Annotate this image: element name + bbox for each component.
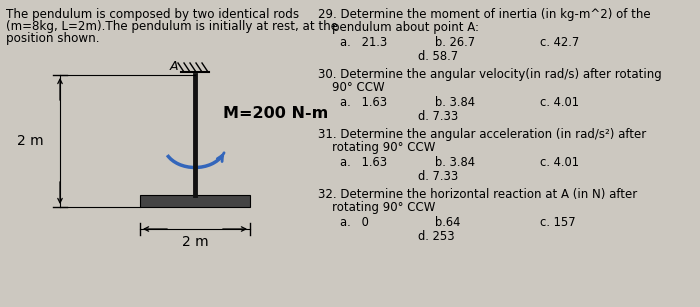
Text: The pendulum is composed by two identical rods: The pendulum is composed by two identica… [6,8,299,21]
Text: c. 42.7: c. 42.7 [540,36,580,49]
Text: 32. Determine the horizontal reaction at A (in N) after: 32. Determine the horizontal reaction at… [318,188,637,201]
Text: a.   0: a. 0 [340,216,369,229]
Text: 31. Determine the angular acceleration (in rad/s²) after: 31. Determine the angular acceleration (… [318,128,646,141]
Text: c. 4.01: c. 4.01 [540,96,579,109]
Text: d. 58.7: d. 58.7 [418,50,458,63]
Text: pendulum about point A:: pendulum about point A: [332,21,479,34]
Text: 30. Determine the angular velocity(in rad/s) after rotating: 30. Determine the angular velocity(in ra… [318,68,662,81]
Text: d. 253: d. 253 [418,230,454,243]
Text: d. 7.33: d. 7.33 [418,110,458,123]
Text: a.   21.3: a. 21.3 [340,36,387,49]
Text: 2 m: 2 m [182,235,209,249]
Text: b. 26.7: b. 26.7 [435,36,475,49]
Text: (m=8kg, L=2m).The pendulum is initially at rest, at the: (m=8kg, L=2m).The pendulum is initially … [6,20,338,33]
Text: rotating 90° CCW: rotating 90° CCW [332,201,435,214]
Text: c. 157: c. 157 [540,216,575,229]
Text: 29. Determine the moment of inertia (in kg-m^2) of the: 29. Determine the moment of inertia (in … [318,8,650,21]
Text: rotating 90° CCW: rotating 90° CCW [332,141,435,154]
Bar [140,195,250,207]
Text: d. 7.33: d. 7.33 [418,170,458,183]
Text: M=200 N-m: M=200 N-m [223,106,328,121]
Text: A: A [169,60,178,73]
Text: position shown.: position shown. [6,32,99,45]
Text: b.64: b.64 [435,216,461,229]
Text: b. 3.84: b. 3.84 [435,96,475,109]
Text: a.   1.63: a. 1.63 [340,96,387,109]
Text: b. 3.84: b. 3.84 [435,156,475,169]
Text: a.   1.63: a. 1.63 [340,156,387,169]
Text: c. 4.01: c. 4.01 [540,156,579,169]
Text: 2 m: 2 m [18,134,44,148]
Text: 90° CCW: 90° CCW [332,81,384,94]
